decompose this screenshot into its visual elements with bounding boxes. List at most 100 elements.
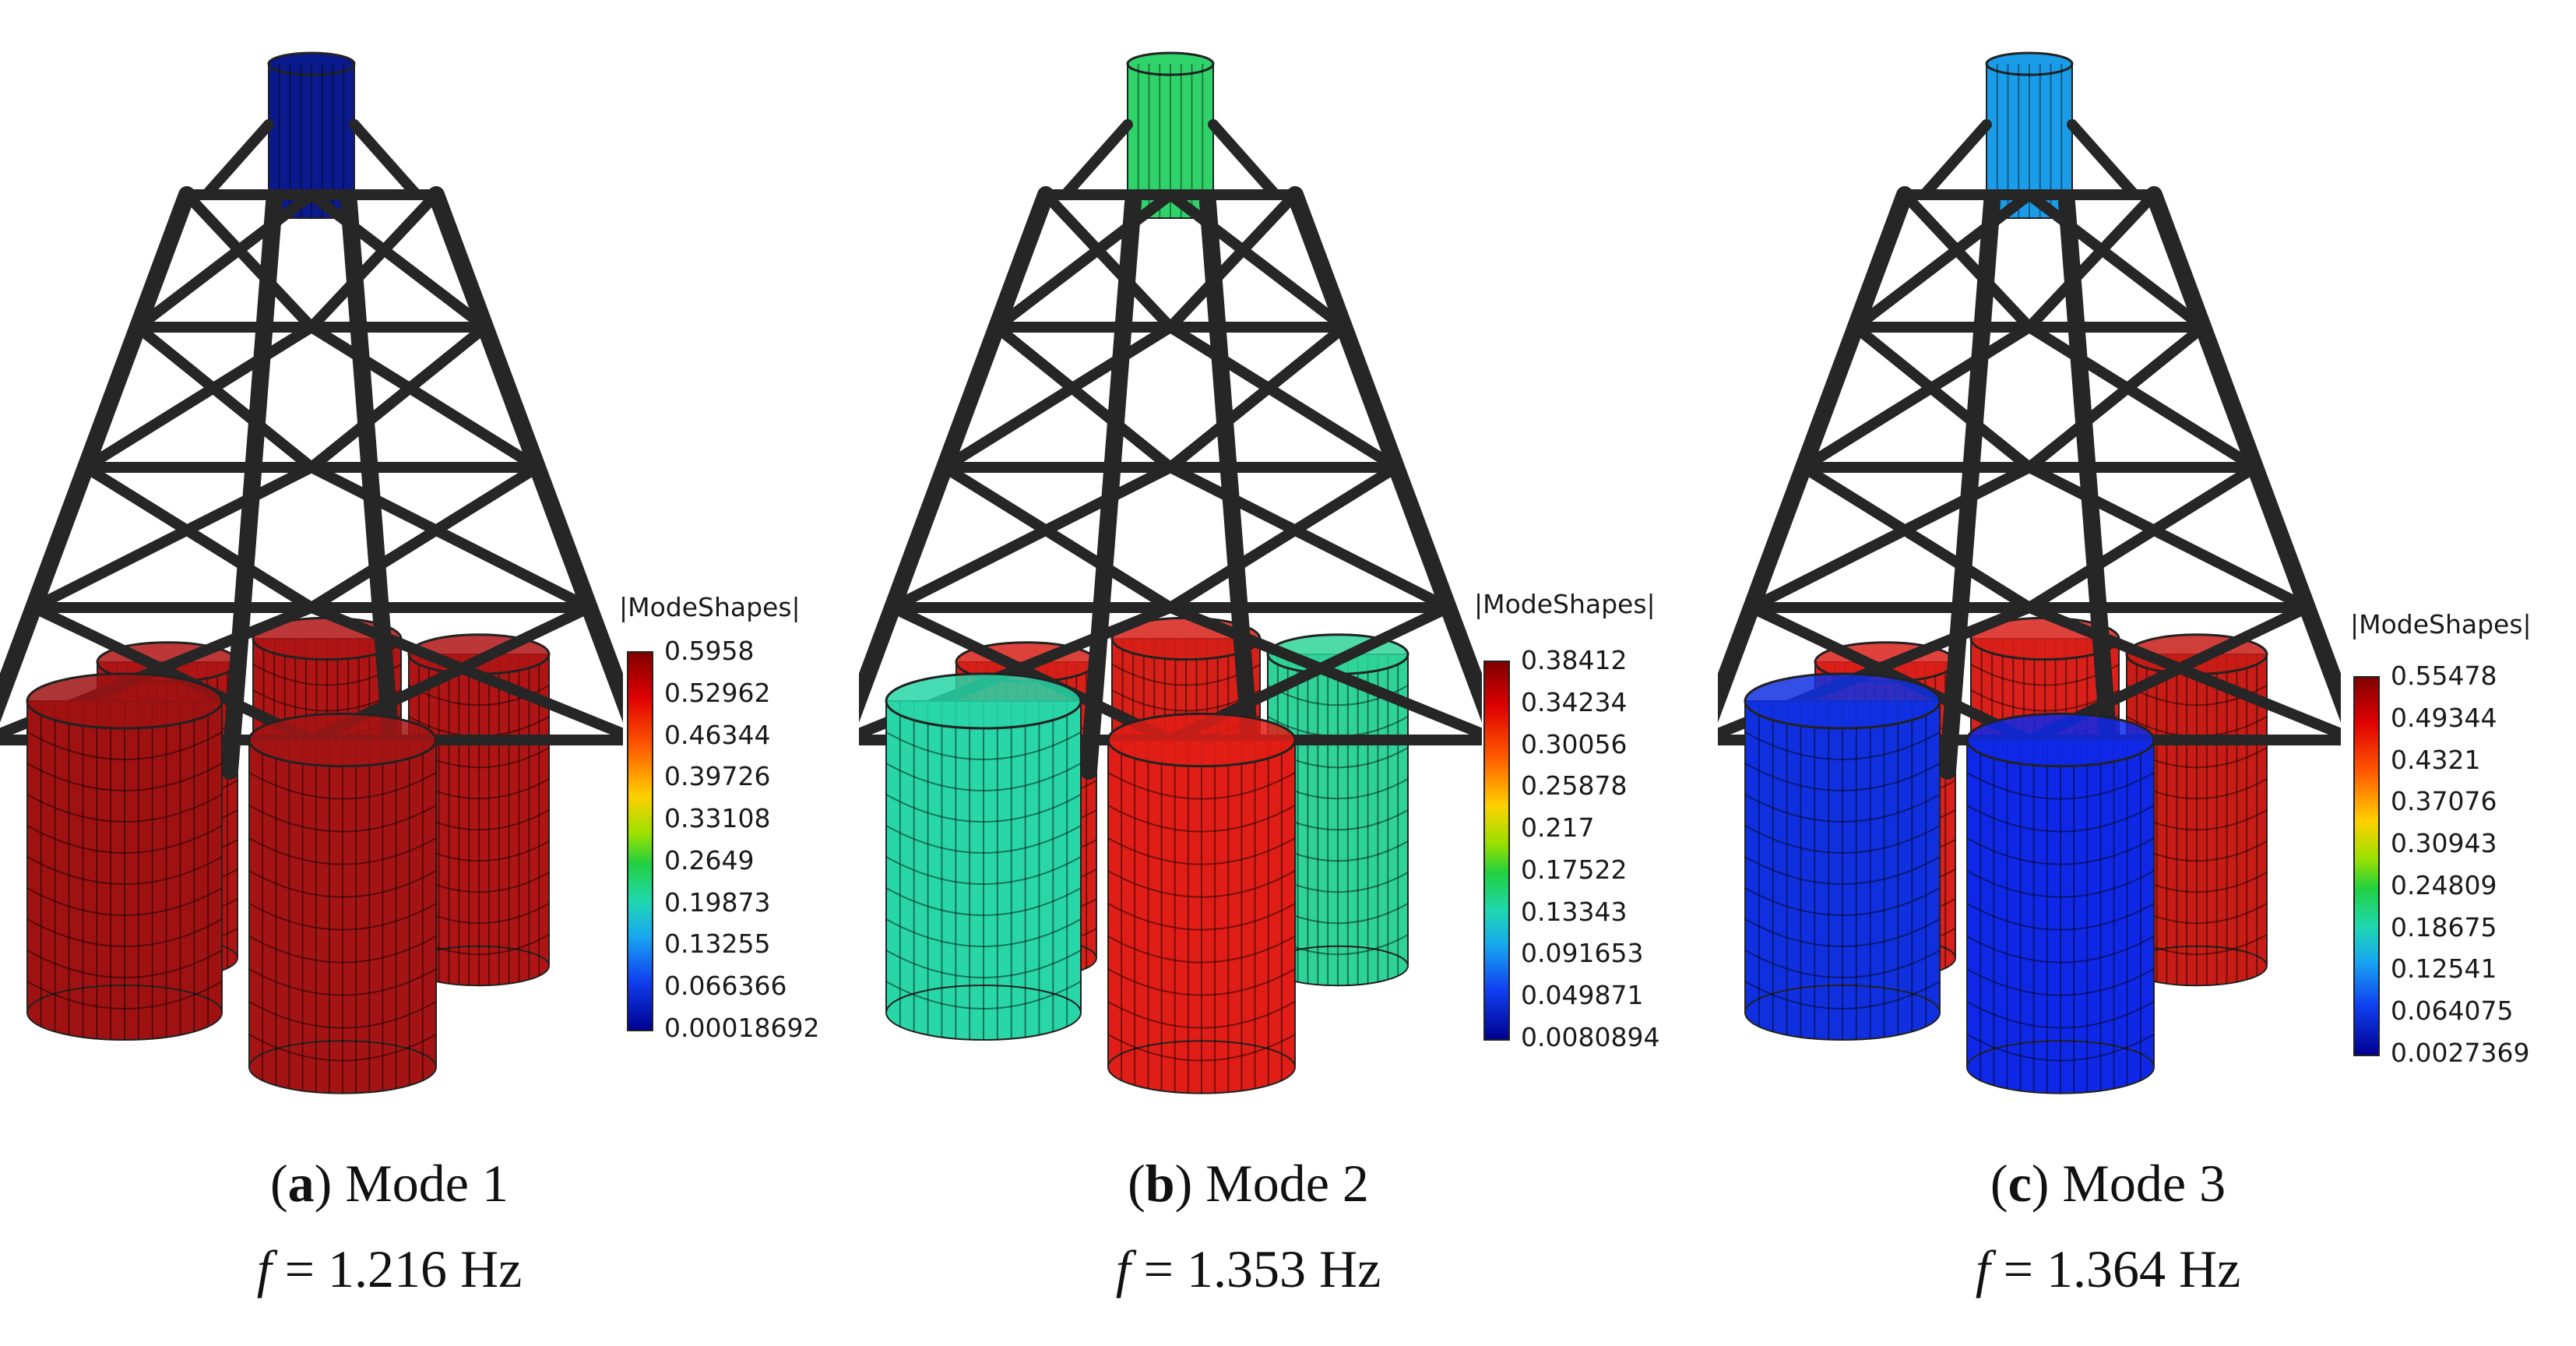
bucket-front-left	[885, 672, 1082, 1041]
bucket-front-left-bottom	[1744, 985, 1941, 1041]
jacket-tower-xbrace	[991, 322, 1176, 473]
jacket-tower-xbrace	[1899, 189, 2035, 333]
bucket-front-ring	[248, 837, 437, 865]
bucket-front-ring	[1107, 968, 1296, 996]
bucket-front-left-top	[1744, 672, 1941, 730]
jacket-tower-brace	[1919, 119, 1992, 200]
jacket-tower	[0, 51, 623, 780]
bucket-front-left-ring	[885, 794, 1082, 823]
bucket-front-left-ring	[885, 731, 1082, 760]
colorbar-title-c: |ModeShapes|	[2350, 609, 2532, 640]
colorbar-tick-label: 0.25878	[1521, 770, 1628, 802]
jacket-tower-xbrace	[80, 462, 317, 613]
bucket-front-ring	[1966, 870, 2155, 898]
bucket-front-left-ring	[26, 794, 223, 823]
jacket-tower-xbrace	[1746, 462, 2035, 613]
jacket-tower-xbrace	[991, 189, 1176, 333]
bucket-front-left-body	[1744, 700, 1941, 1013]
jacket-tower-xbrace	[306, 602, 623, 740]
bucket-front-left-ring	[885, 763, 1082, 791]
caption-title-b: Mode 2	[1205, 1154, 1369, 1213]
freq-value-a: = 1.216 Hz	[284, 1239, 523, 1298]
bucket-front-left-top	[885, 672, 1082, 730]
jacket-tower-leg	[1199, 194, 1261, 780]
bucket-front-left-ring	[885, 918, 1082, 947]
colorbar-gradient-c	[2353, 676, 2380, 1056]
colorbar-tick-label: 0.064075	[2391, 995, 2514, 1027]
bucket-front-ring	[1966, 772, 2155, 800]
caption-label-a: a	[287, 1154, 315, 1213]
bucket-front-left-ring	[885, 825, 1082, 854]
bucket-front-ring	[1966, 837, 2155, 865]
jacket-tower-xbrace	[2024, 189, 2209, 333]
jacket-tower-xbrace	[1165, 462, 1402, 613]
jacket-tower-leg	[2058, 194, 2120, 780]
jacket-tower-xbrace	[306, 462, 595, 613]
frequency-c: f = 1.364 Hz	[1718, 1239, 2498, 1300]
bucket-front-left-ring	[885, 950, 1082, 978]
mode-shape-render-b	[859, 51, 1482, 1094]
caption-a: (a) Mode 1	[270, 1154, 509, 1213]
freq-symbol-b: f	[1115, 1239, 1131, 1298]
jacket-tower-leg	[1939, 194, 2001, 780]
jacket-tower-xbrace	[939, 322, 1176, 473]
bucket-front-left-ring	[1744, 763, 1941, 791]
jacket-tower-xbrace	[132, 322, 317, 473]
bucket-front-ring	[1107, 837, 1296, 865]
jacket-tower-xbrace	[939, 462, 1176, 613]
caption-label-c: c	[2008, 1154, 2032, 1213]
caption-title-c: Mode 3	[2062, 1154, 2226, 1213]
jacket-tower-xbrace	[1165, 189, 1300, 333]
colorbar-gradient-b	[1483, 661, 1510, 1041]
jacket-tower-leg	[1080, 194, 1142, 780]
bucket-front-left-ring	[1744, 825, 1941, 854]
colorbar-tick-label: 0.5958	[664, 636, 755, 666]
bucket-front-left-ring	[1744, 887, 1941, 916]
frequency-a: f = 1.216 Hz	[0, 1239, 779, 1300]
bucket-front-ring	[1107, 936, 1296, 964]
colorbar-tick-label: 0.46344	[664, 719, 771, 750]
bucket-front-left-bottom	[885, 985, 1082, 1041]
jacket-tower-xbrace	[306, 189, 491, 333]
colorbar-tick-label: 0.13255	[664, 928, 771, 960]
jacket-tower-xbrace	[1165, 462, 1454, 613]
bucket-front-left-ring	[1744, 856, 1941, 885]
colorbar-tick-label: 0.38412	[1521, 645, 1628, 675]
jacket-tower-brace	[1060, 119, 1133, 200]
bucket-front-ring	[248, 772, 437, 800]
bucket-front-top	[1107, 712, 1297, 768]
bucket-front-left-ring	[26, 731, 223, 760]
colorbar-tick-label: 0.13343	[1521, 896, 1628, 927]
bucket-front-ring	[1107, 1034, 1296, 1062]
colorbar-tick-label: 0.37076	[2391, 786, 2497, 817]
bucket-front-ring	[1107, 1001, 1296, 1029]
bucket-front-left-ring	[885, 887, 1082, 916]
bucket-front-ring	[1107, 772, 1296, 800]
jacket-tower-xbrace	[2024, 602, 2341, 740]
colorbar-tick-label: 0.39726	[664, 761, 771, 792]
bucket-front-bottom	[248, 1040, 437, 1094]
bucket-front-left-ring	[885, 981, 1082, 1010]
bucket-front-ring	[1966, 968, 2155, 996]
colorbar-tick-label: 0.066366	[664, 971, 787, 1002]
jacket-tower-xbrace	[306, 322, 491, 473]
mode-shape-render-a	[0, 51, 623, 1094]
jacket-tower-xbrace	[887, 602, 1176, 745]
jacket-tower-xbrace	[2024, 322, 2209, 473]
bucket-front-ring	[248, 1001, 437, 1029]
jacket-tower-xbrace	[1165, 322, 1402, 473]
bucket-front-ring	[1107, 903, 1296, 931]
bucket-front-left-ring	[1744, 981, 1941, 1010]
colorbar-tick-label: 0.4321	[2391, 744, 2481, 775]
bucket-front-body	[1966, 739, 2155, 1068]
mode-shape-render-c	[1718, 51, 2341, 1094]
jacket-tower-xbrace	[1798, 462, 2035, 613]
bucket-front-left-ring	[1744, 731, 1941, 760]
caption-c: (c) Mode 3	[1990, 1154, 2226, 1213]
bucket-front-ring	[1107, 870, 1296, 898]
jacket-tower-tp-top	[1985, 51, 2074, 76]
bucket-front-left-top	[26, 672, 223, 730]
bucket-front-left-bottom	[26, 985, 223, 1041]
bucket-front-top	[1965, 712, 2155, 768]
bucket-front	[1965, 712, 2155, 1094]
